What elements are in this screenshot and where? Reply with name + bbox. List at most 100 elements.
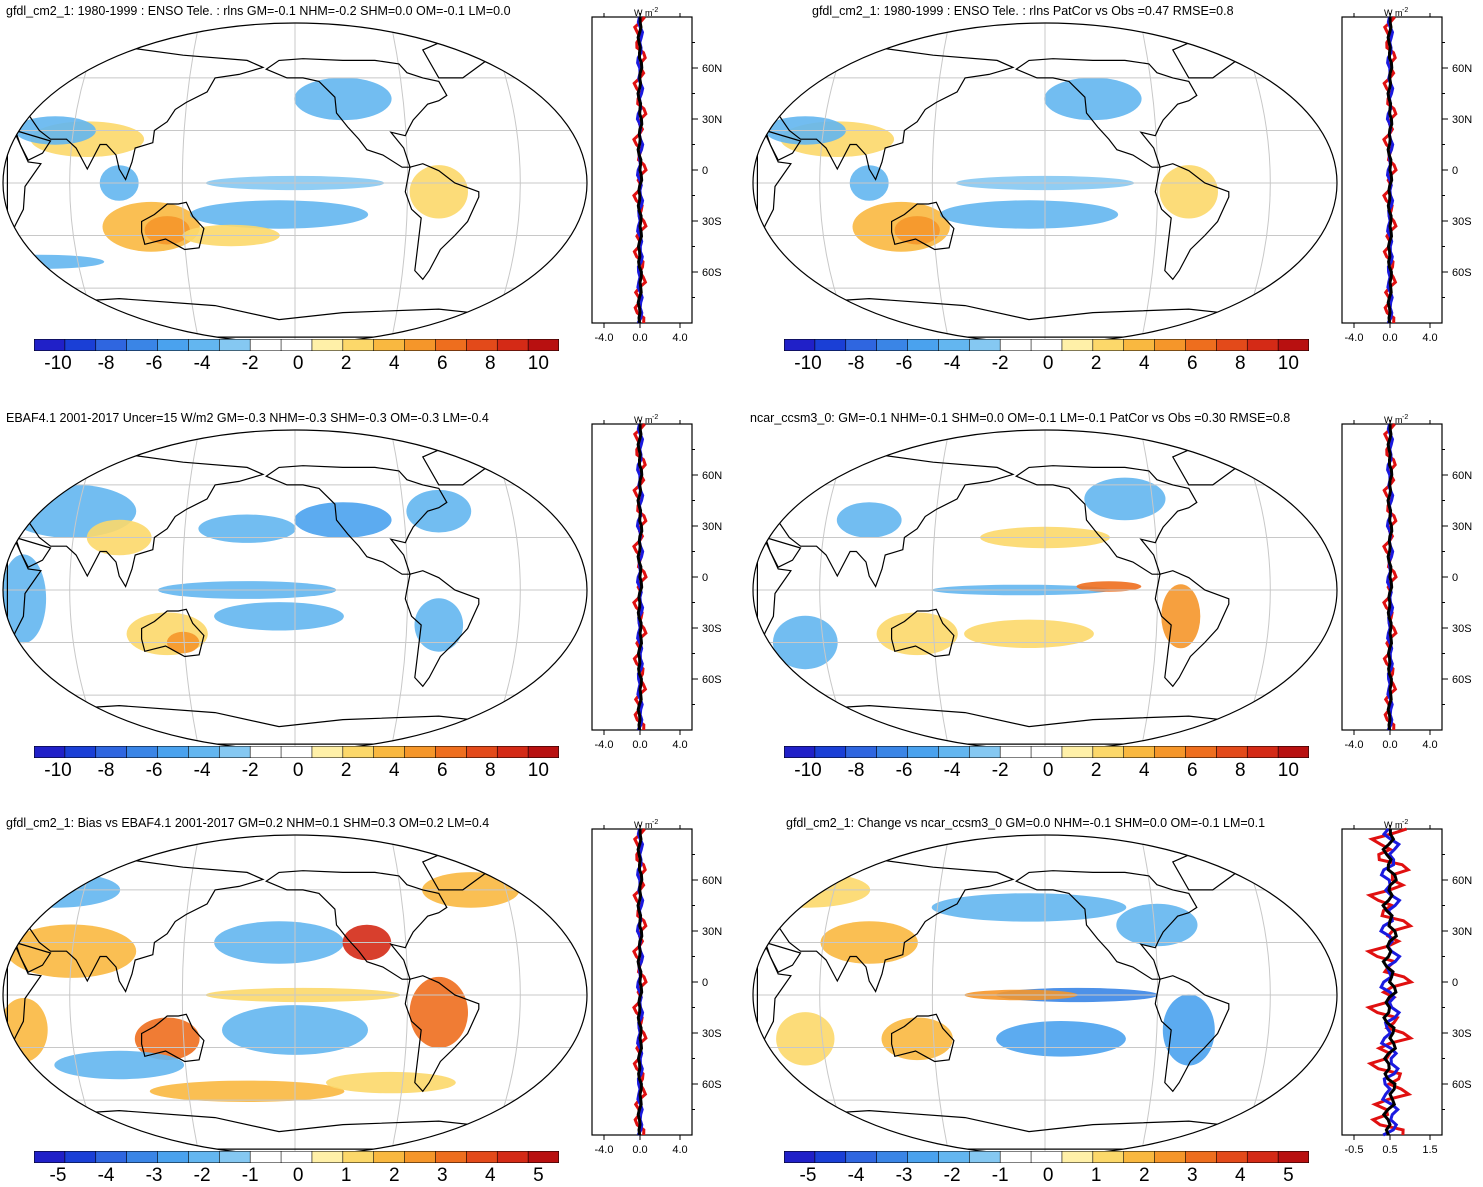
colorbar-swatch xyxy=(1246,339,1279,351)
colorbar xyxy=(34,746,559,758)
colorbar-label: -4 xyxy=(943,353,961,374)
coastline xyxy=(404,570,480,688)
colorbar-label: 6 xyxy=(437,760,448,781)
colorbar-swatch xyxy=(311,1151,344,1163)
coastline xyxy=(6,857,265,993)
lat-tick-label: 60S xyxy=(702,674,722,686)
panel-title: gfdl_cm2_1: 1980-1999 : ENSO Tele. : rln… xyxy=(6,4,511,18)
colorbar-swatch xyxy=(938,746,970,758)
colorbar-label: -2 xyxy=(241,760,259,781)
colorbar-label: -10 xyxy=(794,353,822,374)
colorbar-swatch xyxy=(157,339,190,351)
colorbar-swatch xyxy=(95,339,128,351)
colorbar-label: -8 xyxy=(97,760,115,781)
colorbar-label: 8 xyxy=(485,353,496,374)
colorbar-label: -2 xyxy=(991,353,1009,374)
coastline xyxy=(141,201,205,251)
obs-line xyxy=(635,828,645,1136)
colorbar-swatch xyxy=(64,1151,97,1163)
graticule-lon xyxy=(1140,835,1159,1155)
colorbar-swatch xyxy=(373,1151,406,1163)
profile-tick-label: 0.0 xyxy=(1382,332,1397,344)
zonal-mean-profile: W m -2 60N 30N 0 30S 60S -4.0 0.0 4.0 xyxy=(591,7,722,344)
world-map xyxy=(2,22,588,344)
colorbar-swatch xyxy=(34,339,66,351)
lat-tick-label: 0 xyxy=(1452,165,1458,177)
colorbar-swatch xyxy=(999,1151,1032,1163)
colorbar-label: -6 xyxy=(145,760,163,781)
anomaly-patch xyxy=(876,612,958,656)
lat-tick-label: 60N xyxy=(702,63,722,75)
colorbar-label: -3 xyxy=(145,1165,163,1186)
unit-label: W m xyxy=(634,415,653,425)
colorbar-label: -4 xyxy=(193,760,211,781)
graticule-lon xyxy=(931,835,950,1155)
lat-tick-label: 60N xyxy=(1452,63,1472,75)
colorbar-label: 8 xyxy=(1235,760,1246,781)
lat-tick-label: 0 xyxy=(1452,572,1458,584)
world-map xyxy=(752,834,1338,1156)
coastline xyxy=(141,608,205,658)
colorbar-label: 3 xyxy=(437,1165,448,1186)
unit-superscript: -2 xyxy=(1402,414,1408,421)
colorbar-swatch xyxy=(218,1151,251,1163)
combined-line xyxy=(636,424,644,731)
coastline xyxy=(404,975,480,1093)
combined-line xyxy=(636,17,644,324)
colorbar-swatch xyxy=(496,339,529,351)
lat-tick-label: 60S xyxy=(1452,674,1472,686)
colorbar-swatch xyxy=(1185,746,1217,758)
coastline xyxy=(756,45,1015,181)
coastline xyxy=(141,1013,205,1063)
anomaly-patch xyxy=(414,598,464,652)
colorbar-label: 4 xyxy=(1138,353,1150,374)
lat-tick-label: 60N xyxy=(702,875,722,887)
obs-line xyxy=(635,423,645,731)
colorbar-swatch xyxy=(466,746,498,758)
anomaly-patch xyxy=(198,514,296,543)
world-map xyxy=(752,429,1338,751)
colorbar-swatch xyxy=(249,1151,282,1163)
lat-tick-label: 60S xyxy=(702,267,722,279)
colorbar-label: -8 xyxy=(847,760,865,781)
world-map xyxy=(752,22,1338,344)
lat-tick-label: 60N xyxy=(1452,470,1472,482)
coastline xyxy=(6,45,265,181)
coastline xyxy=(1154,975,1230,1093)
coastline xyxy=(756,452,1015,588)
colorbar-swatch xyxy=(342,1151,375,1163)
colorbar-label: 4 xyxy=(388,760,400,781)
colorbar-swatch xyxy=(1277,339,1309,351)
colorbar-swatch xyxy=(1123,339,1156,351)
lat-tick-label: 30N xyxy=(1452,114,1472,126)
colorbar-swatch xyxy=(404,746,437,758)
colorbar-swatch xyxy=(527,1151,559,1163)
colorbar-swatch xyxy=(1061,339,1094,351)
lat-tick-label: 30N xyxy=(702,521,722,533)
colorbar-label: 10 xyxy=(527,353,549,374)
coastline xyxy=(764,941,802,973)
colorbar-swatch xyxy=(845,339,878,351)
colorbar-swatch xyxy=(342,746,375,758)
profile-tick-label: 0.0 xyxy=(632,1144,647,1156)
obs-line xyxy=(1385,423,1395,731)
graticule-lon xyxy=(390,430,409,750)
lat-tick-label: 30N xyxy=(702,926,722,938)
coastline xyxy=(1154,570,1230,688)
colorbar-label: -10 xyxy=(44,353,72,374)
lat-tick-label: 0 xyxy=(702,165,708,177)
anomaly-patch xyxy=(931,893,1127,922)
colorbar-swatch xyxy=(527,339,559,351)
colorbar-swatch xyxy=(999,746,1032,758)
colorbar-swatch xyxy=(845,746,878,758)
colorbar-label: 1 xyxy=(1090,1165,1102,1186)
colorbar-swatch xyxy=(876,339,909,351)
colorbar-label: -10 xyxy=(794,760,822,781)
panel-ncar-model: ncar_ccsm3_0: GM=-0.1 NHM=-0.1 SHM=0.0 O… xyxy=(750,407,1483,797)
colorbar-swatch xyxy=(784,1151,816,1163)
colorbar-label: 1 xyxy=(340,1165,352,1186)
anomaly-patch xyxy=(6,924,137,978)
anomaly-patch xyxy=(149,1080,345,1102)
colorbar-swatch xyxy=(496,746,529,758)
colorbar-label: -10 xyxy=(44,760,72,781)
